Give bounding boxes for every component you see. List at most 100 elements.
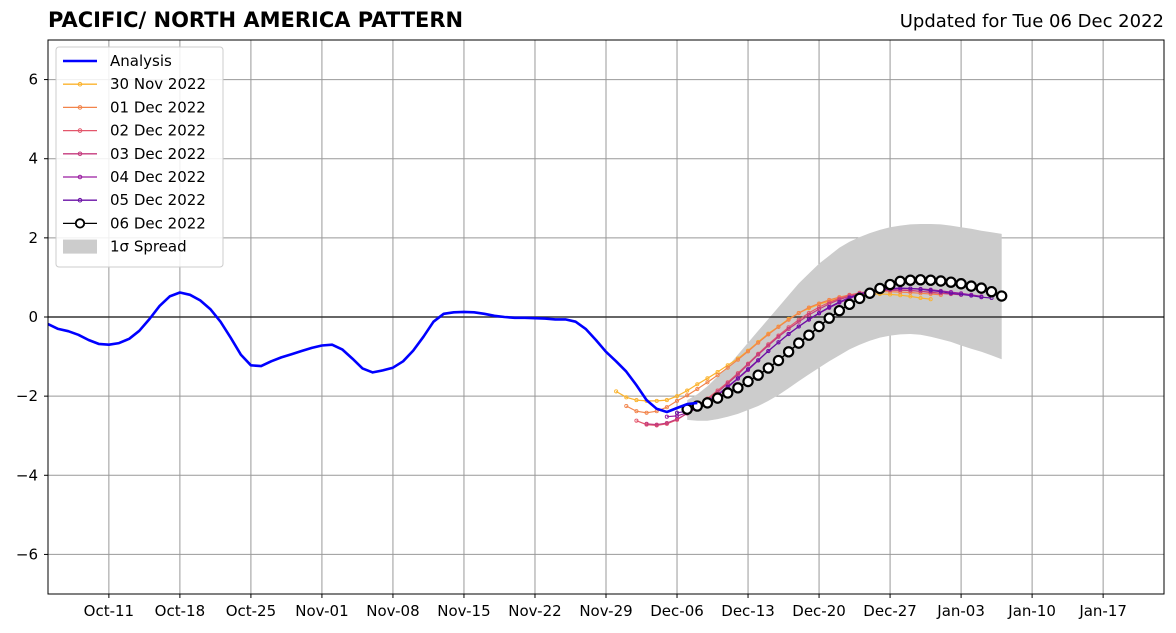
series-point [756,352,761,357]
series-point [959,292,964,297]
series-point [817,307,822,312]
series-point [823,312,835,324]
x-tick-label: Jan-03 [936,602,985,620]
series-point [975,282,988,294]
analysis-series [47,291,698,414]
legend-marker [77,128,83,133]
legend-label: 06 Dec 2022 [110,214,206,232]
series-point [654,398,659,403]
series-point [786,326,791,331]
legend: Analysis 30 Nov 2022 01 Dec 2022 02 Dec 202… [55,46,224,268]
series-point [664,414,669,419]
legend-label: 02 Dec 2022 [110,122,206,140]
series-point [735,372,740,377]
series-point [904,274,917,286]
series-point [928,297,933,302]
series-point [985,285,998,298]
x-tick-label: Nov-01 [295,602,348,620]
series-point [685,388,690,393]
series-point [853,292,866,305]
series-point [874,282,886,295]
series-point [654,422,659,427]
series-point [918,287,923,292]
y-tick-label: −6 [16,545,38,563]
series-point [979,295,984,300]
series-point [776,340,781,345]
series-point [813,320,825,333]
legend-marker [77,105,83,110]
series-point [742,375,754,388]
x-tick-label: Nov-22 [508,602,561,620]
series-point [745,367,751,372]
series-point [908,294,913,299]
y-tick-label: −2 [16,387,38,405]
series-point [756,358,761,363]
series-point [914,274,927,286]
series-point [786,331,791,337]
x-tick-label: Dec-06 [650,602,704,620]
series-point [938,289,943,294]
series-point [786,317,791,322]
series-point [725,363,730,368]
series-point [711,392,724,404]
x-tick-label: Dec-27 [863,602,917,620]
x-tick-label: Dec-13 [721,602,775,620]
series-point [674,398,680,403]
y-tick-label: 4 [28,150,38,168]
series-point [705,376,710,381]
legend-marker [77,81,83,87]
series-point [674,410,680,415]
legend-label: 1σ Spread [110,238,187,256]
series-point [664,398,669,403]
series-point [722,387,734,399]
analysis-line [47,291,698,414]
series-point [837,299,842,305]
series-point [725,365,730,370]
series-point [695,382,700,387]
legend-label: 03 Dec 2022 [110,145,206,163]
forecast-series [614,274,1008,428]
x-tick-label: Oct-25 [226,602,276,620]
series-point [735,357,740,362]
series-point [864,287,876,299]
legend-label: Analysis [110,52,172,70]
series-point [806,317,811,322]
legend-label: 01 Dec 2022 [110,98,206,116]
chart-title: PACIFIC/ NORTH AMERICA PATTERN [48,8,464,32]
series-point [634,398,639,403]
updated-date: Updated for Tue 06 Dec 2022 [899,11,1164,32]
series-point [715,373,720,378]
series-point [745,362,751,367]
series-point [796,319,801,324]
series-point [756,340,761,345]
legend-box [55,46,224,268]
series-point [817,310,822,316]
series-point [701,397,714,409]
series-point [664,421,669,426]
series-point [634,409,639,414]
y-axis: −6 −4 −2 0 2 4 6 [16,71,48,563]
series-point [766,343,771,348]
series-point [806,305,811,310]
legend-label: 30 Nov 2022 [110,75,206,93]
x-tick-label: Dec-20 [792,602,846,620]
series-point [833,304,846,317]
y-tick-label: −4 [16,466,38,484]
series-point [745,349,751,354]
series-point [644,410,649,415]
series-point [685,393,690,398]
series-point [614,389,619,394]
x-tick-label: Jan-10 [1007,602,1056,620]
series-point [924,274,937,286]
legend-marker [74,218,86,229]
series-point [782,346,795,358]
legend-marker [77,174,83,180]
legend-spread-swatch [63,239,97,254]
series-point [766,348,771,354]
series-point [766,332,771,337]
series-point [935,275,947,287]
legend-marker [77,197,83,203]
y-tick-label: 6 [28,71,38,89]
series-point [945,276,957,288]
